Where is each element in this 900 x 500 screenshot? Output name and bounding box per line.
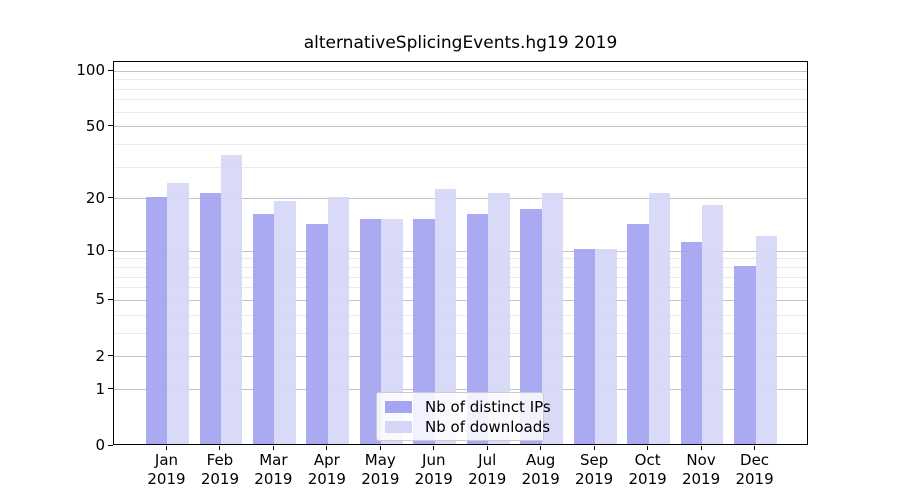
chart-title: alternativeSplicingEvents.hg19 2019 <box>303 33 618 53</box>
gridline-minor <box>114 79 807 81</box>
y-tick-label-5: 5 <box>95 290 105 309</box>
x-tick-label-nov: Nov 2019 <box>681 451 721 488</box>
x-tick-mark <box>165 446 167 450</box>
gridline-minor <box>114 166 807 168</box>
gridline-major <box>114 356 807 358</box>
legend-item-downloads: Nb of downloads <box>385 418 550 436</box>
bar-aug-downloads <box>541 192 564 444</box>
bar-oct-downloads <box>648 192 670 444</box>
y-tick-mark <box>108 125 113 127</box>
plot-area <box>113 61 808 445</box>
x-tick-label-sep: Sep 2019 <box>575 451 614 488</box>
gridline-minor <box>114 111 807 113</box>
gridline-major <box>114 198 807 200</box>
y-tick-mark <box>108 355 113 357</box>
y-tick-label-1: 1 <box>95 379 105 398</box>
bar-sep-distinct-ips <box>573 249 596 444</box>
bar-oct-distinct-ips <box>627 224 649 444</box>
x-tick-label-oct: Oct 2019 <box>628 451 667 488</box>
bar-feb-downloads <box>220 155 243 444</box>
bar-apr-downloads <box>327 196 350 444</box>
y-tick-mark <box>108 298 113 300</box>
y-tick-label-10: 10 <box>85 241 105 260</box>
bar-feb-distinct-ips <box>199 192 221 444</box>
y-tick-label-20: 20 <box>85 188 105 207</box>
gridline-major <box>114 70 807 72</box>
bar-nov-downloads <box>702 204 724 444</box>
gridline-major <box>114 299 807 301</box>
y-tick-label-0: 0 <box>95 436 105 454</box>
bar-dec-distinct-ips <box>734 265 756 444</box>
bar-may-downloads <box>381 218 403 444</box>
gridline-minor <box>114 258 807 260</box>
x-tick-label-apr: Apr 2019 <box>307 451 346 488</box>
y-tick-label-100: 100 <box>76 61 105 80</box>
x-tick-mark <box>219 446 221 450</box>
x-tick-label-jan: Jan 2019 <box>147 451 186 488</box>
x-tick-label-jul: Jul 2019 <box>468 451 507 488</box>
gridline-minor <box>114 287 807 289</box>
gridline-minor <box>114 143 807 145</box>
bar-jan-distinct-ips <box>146 196 168 444</box>
x-tick-label-aug: Aug 2019 <box>521 451 560 488</box>
x-tick-mark <box>379 446 381 450</box>
legend: Nb of distinct IPs Nb of downloads <box>376 392 551 441</box>
bar-may-distinct-ips <box>359 218 382 444</box>
gridline-minor <box>114 276 807 278</box>
x-tick-mark <box>593 446 595 450</box>
bar-sep-downloads <box>595 249 617 444</box>
bar-jun-downloads <box>434 189 457 444</box>
legend-item-distinct-ips: Nb of distinct IPs <box>385 398 551 416</box>
x-tick-label-dec: Dec 2019 <box>735 451 774 488</box>
bar-jun-distinct-ips <box>413 218 435 444</box>
x-tick-label-mar: Mar 2019 <box>254 451 293 488</box>
legend-label-downloads: Nb of downloads <box>425 417 551 436</box>
bar-mar-downloads <box>274 200 296 444</box>
bar-apr-distinct-ips <box>306 224 328 444</box>
x-tick-mark <box>754 446 756 450</box>
bar-jan-downloads <box>167 182 189 444</box>
gridline-minor <box>114 99 807 101</box>
y-tick-mark <box>108 69 113 71</box>
legend-swatch-distinct-ips <box>385 400 412 413</box>
x-tick-mark <box>486 446 488 450</box>
x-tick-label-jun: Jun 2019 <box>414 451 453 488</box>
y-tick-label-50: 50 <box>85 116 105 135</box>
x-tick-mark <box>647 446 649 450</box>
x-tick-mark <box>433 446 435 450</box>
x-tick-mark <box>326 446 328 450</box>
y-tick-mark <box>108 249 113 251</box>
bar-jul-downloads <box>488 192 510 444</box>
x-tick-label-may: May 2019 <box>361 451 400 488</box>
y-tick-mark <box>108 388 113 390</box>
gridline-minor <box>114 314 807 316</box>
gridline-minor <box>114 88 807 90</box>
y-tick-mark <box>108 197 113 199</box>
bar-nov-distinct-ips <box>680 242 703 444</box>
gridline-minor <box>114 267 807 269</box>
legend-swatch-downloads <box>385 420 412 433</box>
legend-label-distinct-ips: Nb of distinct IPs <box>425 397 551 416</box>
bar-jul-distinct-ips <box>466 213 489 444</box>
x-tick-mark <box>272 446 274 450</box>
y-tick-mark <box>108 444 113 446</box>
x-tick-mark <box>700 446 702 450</box>
bar-dec-downloads <box>755 235 777 444</box>
bar-mar-distinct-ips <box>252 213 275 444</box>
x-tick-label-feb: Feb 2019 <box>200 451 240 488</box>
bar-aug-distinct-ips <box>520 209 542 444</box>
x-tick-mark <box>540 446 542 450</box>
gridline-major <box>114 250 807 252</box>
gridline-major <box>114 389 807 391</box>
gridline-minor <box>114 332 807 334</box>
gridline-major <box>114 126 807 128</box>
y-tick-label-2: 2 <box>95 346 105 365</box>
